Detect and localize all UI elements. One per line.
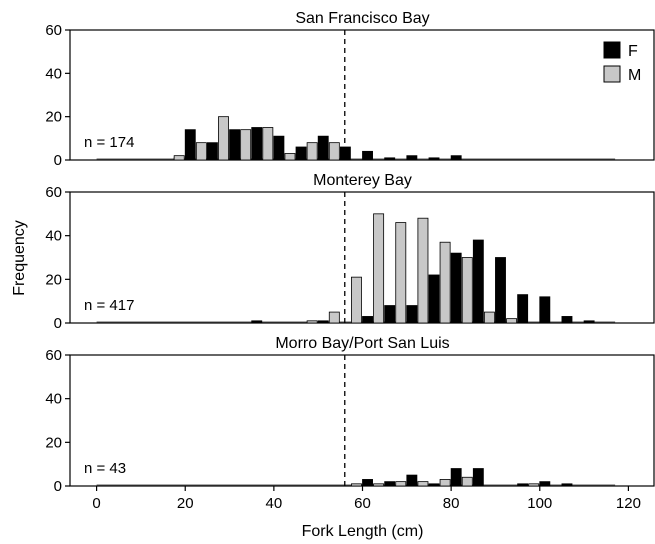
bar-m xyxy=(439,241,451,324)
y-tick-label: 0 xyxy=(54,478,62,495)
y-tick-label: 60 xyxy=(45,347,62,364)
legend-label: F xyxy=(628,43,638,60)
bar-m xyxy=(373,213,385,324)
bar-f xyxy=(428,157,440,161)
panel-frame xyxy=(69,191,655,324)
bar-f xyxy=(362,479,373,487)
bar-m xyxy=(417,481,429,487)
bar-f xyxy=(406,305,418,324)
bar-m xyxy=(351,276,362,324)
legend-swatch-m xyxy=(603,65,621,83)
bar-f xyxy=(539,481,551,487)
y-tick-label: 20 xyxy=(45,434,62,451)
bar-f xyxy=(229,129,241,161)
bar-f xyxy=(450,155,462,161)
y-tick-label: 20 xyxy=(45,271,62,288)
bar-f xyxy=(406,474,418,487)
bar-m xyxy=(218,116,229,161)
sample-size-label: n = 43 xyxy=(84,460,126,477)
x-tick-label: 80 xyxy=(443,495,460,512)
bar-m xyxy=(461,257,473,324)
bar-f xyxy=(517,483,529,487)
bar-m xyxy=(306,320,318,324)
bar-m xyxy=(417,217,429,324)
bar-f xyxy=(583,320,595,324)
x-tick-label: 40 xyxy=(266,495,283,512)
bar-f xyxy=(384,305,396,324)
panel-title: San Francisco Bay xyxy=(295,10,429,27)
sample-size-label: n = 174 xyxy=(84,134,134,151)
y-axis-label: Frequency xyxy=(11,220,28,296)
bar-f xyxy=(517,294,529,324)
bar-f xyxy=(184,129,196,161)
panel-frame xyxy=(69,29,655,161)
bar-m xyxy=(328,142,340,161)
bar-m xyxy=(240,129,252,161)
sample-size-label: n = 417 xyxy=(84,297,134,314)
y-tick-label: 40 xyxy=(45,391,62,408)
y-tick-label: 40 xyxy=(45,65,62,82)
bar-m xyxy=(173,155,185,161)
bar-f xyxy=(472,468,484,487)
bar-f xyxy=(295,146,307,161)
bar-m xyxy=(328,311,340,324)
y-tick-label: 0 xyxy=(54,152,62,169)
y-tick-label: 0 xyxy=(54,315,62,332)
x-axis-label: Fork Length (cm) xyxy=(302,523,424,540)
bar-m xyxy=(528,483,540,487)
bar-m xyxy=(373,483,385,487)
bar-m xyxy=(306,142,318,161)
bar-f xyxy=(561,316,573,324)
panel-title: Morro Bay/Port San Luis xyxy=(275,335,449,352)
bar-f xyxy=(317,320,329,324)
bar-f xyxy=(450,252,462,324)
bar-f xyxy=(362,316,373,324)
bar-f xyxy=(495,257,506,324)
bar-m xyxy=(483,311,495,324)
bar-m xyxy=(284,153,296,161)
bar-f xyxy=(273,135,285,161)
bar-f xyxy=(539,296,551,324)
legend-swatch-f xyxy=(603,41,621,59)
bar-f xyxy=(450,468,462,487)
bar-f xyxy=(384,157,396,161)
bar-m xyxy=(395,481,407,487)
bar-f xyxy=(317,135,329,161)
bar-m xyxy=(351,483,362,487)
panel-title: Monterey Bay xyxy=(313,172,412,189)
bar-f xyxy=(206,142,218,161)
bar-m xyxy=(395,222,407,324)
legend-label: M xyxy=(628,67,641,84)
bar-m xyxy=(262,127,274,161)
y-tick-label: 60 xyxy=(45,22,62,39)
bar-f xyxy=(472,239,484,324)
x-tick-label: 60 xyxy=(354,495,371,512)
y-tick-label: 60 xyxy=(45,184,62,201)
bar-m xyxy=(195,142,207,161)
x-tick-label: 20 xyxy=(177,495,194,512)
y-tick-label: 20 xyxy=(45,109,62,126)
bar-f xyxy=(428,274,440,324)
bar-f xyxy=(384,481,396,487)
bar-f xyxy=(251,320,263,324)
bar-m xyxy=(439,479,451,487)
bar-m xyxy=(461,476,473,487)
y-tick-label: 40 xyxy=(45,228,62,245)
bar-m xyxy=(506,318,518,324)
bar-f xyxy=(251,127,263,161)
panel-frame xyxy=(69,354,655,487)
x-tick-label: 100 xyxy=(527,495,552,512)
bar-f xyxy=(362,150,373,161)
bar-f xyxy=(406,155,418,161)
x-tick-label: 120 xyxy=(616,495,641,512)
x-tick-label: 0 xyxy=(92,495,100,512)
bar-f xyxy=(561,483,573,487)
bar-f xyxy=(428,483,440,487)
